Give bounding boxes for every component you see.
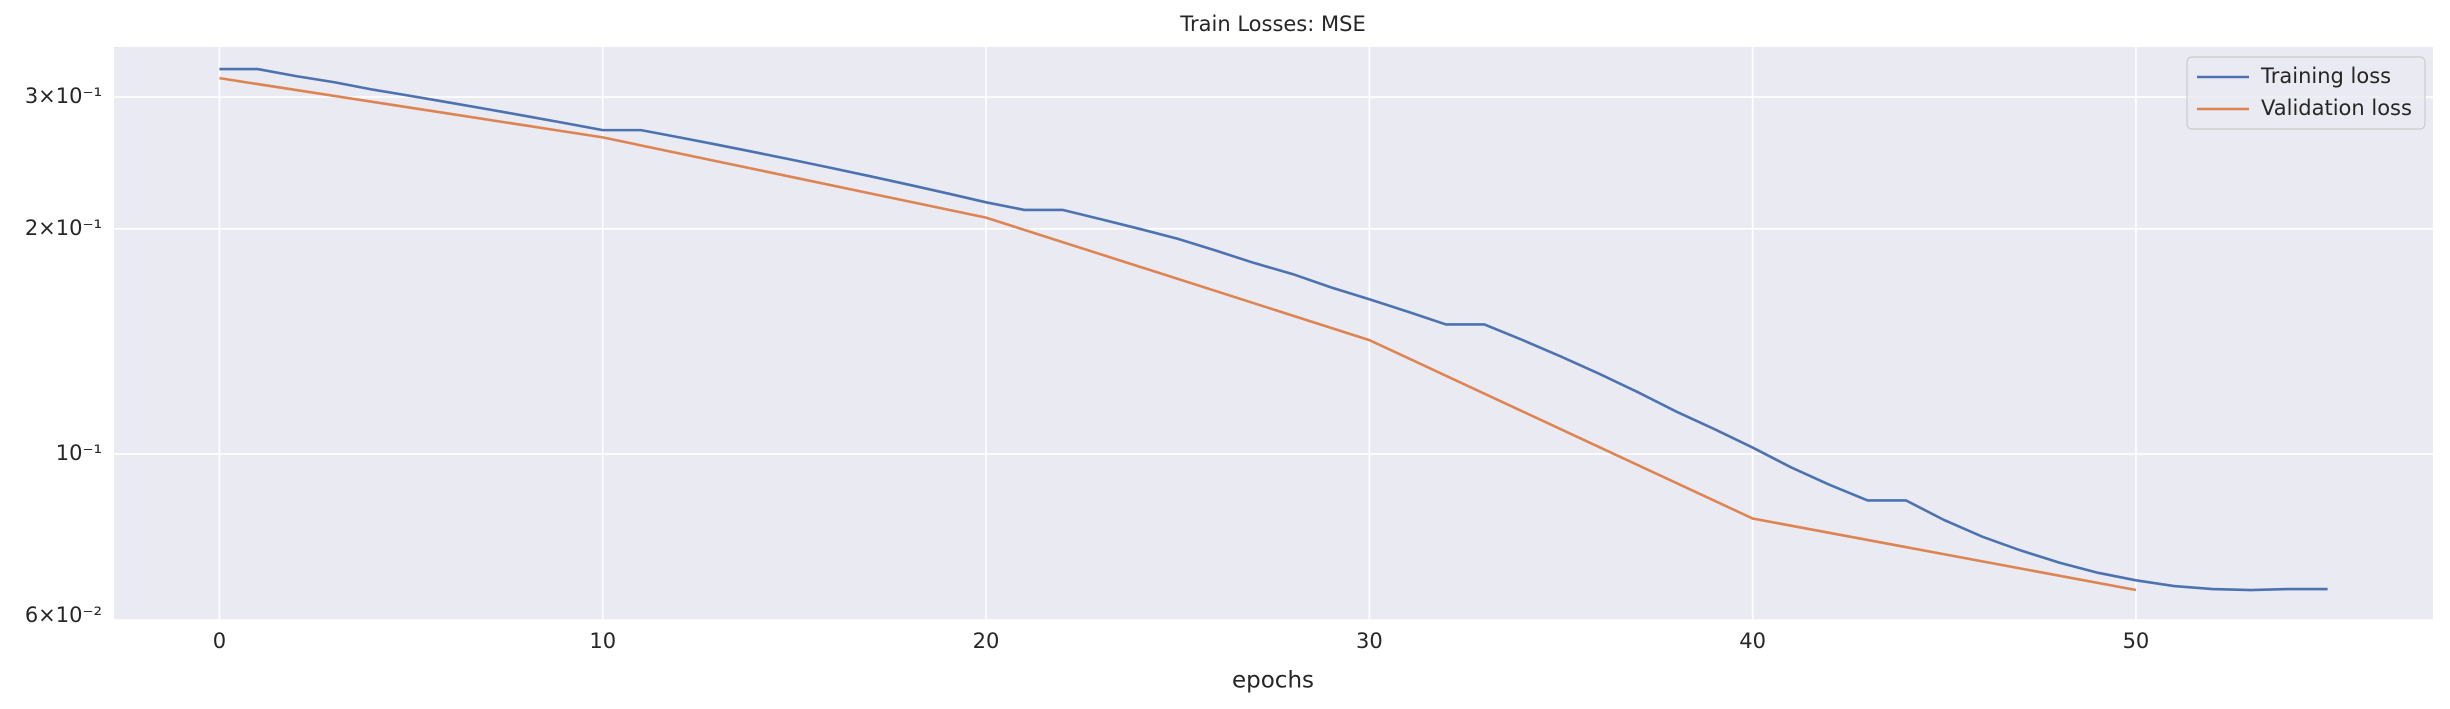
- x-tick-label: 10: [589, 629, 616, 653]
- legend-label: Validation loss: [2261, 96, 2412, 120]
- x-tick-label: 40: [1739, 629, 1766, 653]
- x-axis-label: epochs: [1232, 668, 1314, 694]
- x-tick-label: 20: [973, 629, 1000, 653]
- chart-title: Train Losses: MSE: [1179, 12, 1365, 36]
- x-tick-label: 0: [213, 629, 226, 653]
- y-tick-label: 3×10⁻¹: [25, 84, 102, 108]
- x-tick-label: 30: [1356, 629, 1383, 653]
- legend-box: [2186, 56, 2426, 130]
- y-tick-label: 6×10⁻²: [25, 603, 102, 627]
- y-tick-label: 10⁻¹: [56, 441, 102, 465]
- y-tick-label: 2×10⁻¹: [25, 216, 102, 240]
- line: [219, 67, 2328, 592]
- x-tick-label: 50: [2123, 629, 2150, 653]
- line: [219, 76, 2137, 592]
- legend-label: Training loss: [2260, 64, 2391, 88]
- plot-area: [114, 47, 2433, 620]
